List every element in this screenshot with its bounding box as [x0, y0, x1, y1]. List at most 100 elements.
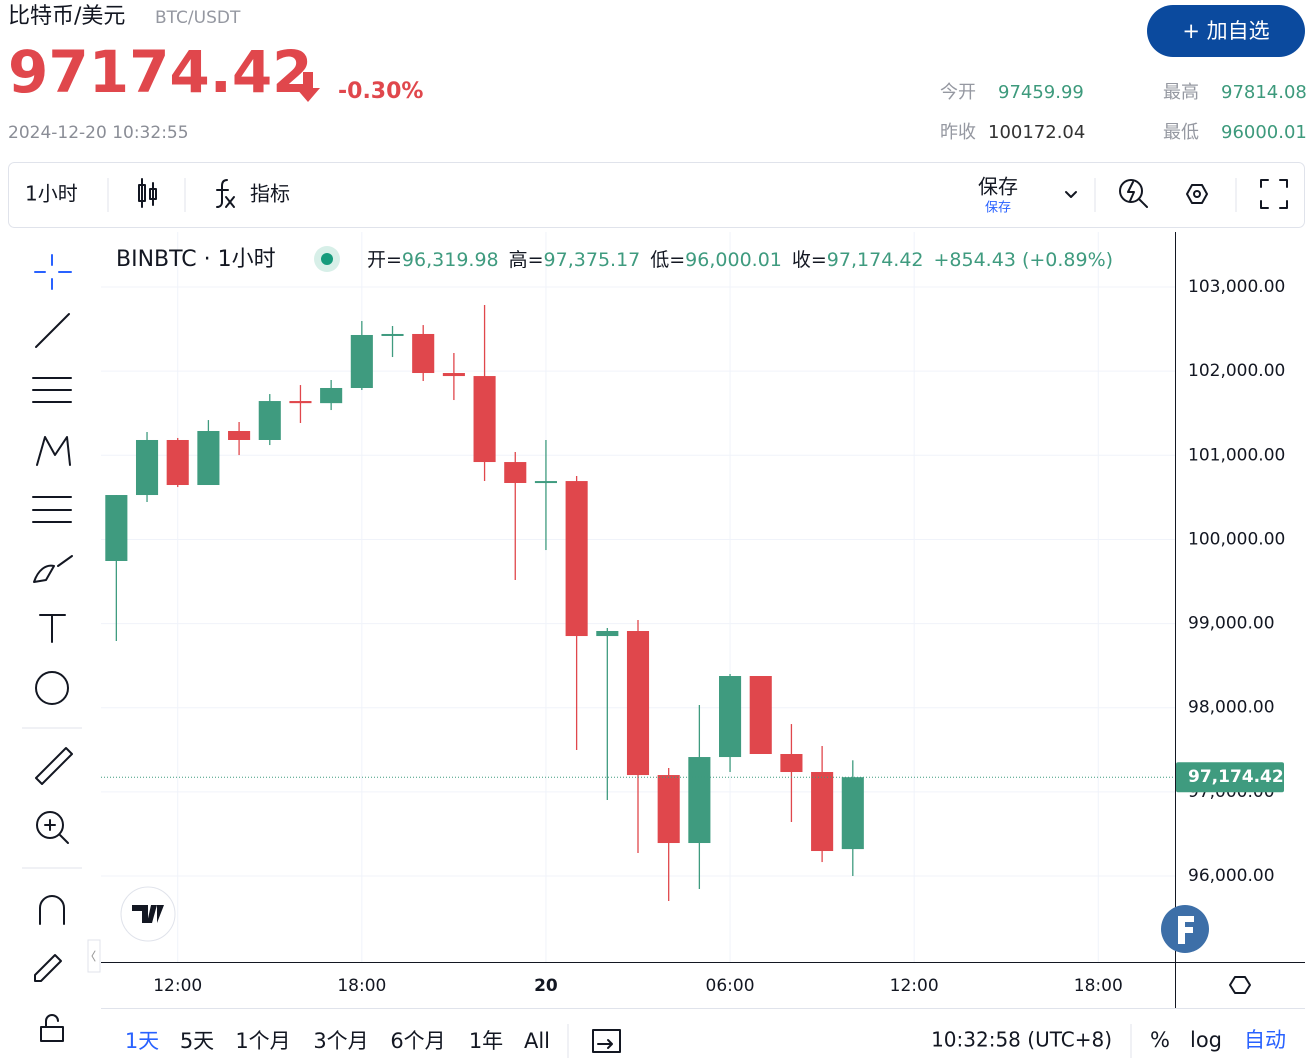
collapse-handle[interactable]	[87, 939, 101, 973]
candle-body	[596, 630, 619, 637]
magnet-tool[interactable]	[39, 895, 65, 925]
candle-body	[565, 481, 588, 637]
candle-body	[657, 775, 680, 844]
left-tools	[32, 254, 73, 1042]
candle-body	[166, 439, 189, 486]
percent-toggle[interactable]: %	[1150, 1028, 1170, 1052]
alert-icon[interactable]	[1119, 179, 1148, 208]
candle-body	[534, 481, 557, 484]
legend-value: 96,319.98	[402, 249, 499, 271]
lock-tool[interactable]	[40, 1026, 64, 1042]
symbol: BTC/USDT	[155, 8, 241, 28]
save[interactable]: 保存	[978, 175, 1018, 199]
x-tick-label: 06:00	[706, 976, 755, 996]
x-tick-label: 18:00	[337, 976, 386, 996]
candle-body	[381, 333, 404, 336]
settings-dot	[1193, 190, 1201, 198]
legend-symbol: BINBTC · 1小时	[116, 247, 276, 272]
legend-value: 97,174.42	[827, 249, 924, 271]
legend-ohlc: 开=96,319.98 高=97,375.17 低=96,000.01 收=97,17…	[367, 249, 1113, 271]
y-tick-label: 102,000.00	[1188, 361, 1285, 381]
indicators[interactable]: 指标	[250, 182, 290, 206]
crosshair-tool[interactable]	[34, 254, 72, 290]
watch-button[interactable]: + 加自选	[1147, 5, 1305, 57]
fx-icon	[216, 179, 235, 208]
candle-body	[412, 333, 435, 374]
tv-logo-mark	[132, 905, 164, 923]
stat-label: 今开	[940, 82, 976, 103]
x-tick-label: 20	[534, 976, 558, 996]
stat-label: 最低	[1163, 122, 1199, 143]
candle-body	[258, 401, 281, 440]
last-price-tag	[1176, 762, 1284, 793]
brush-tool[interactable]	[33, 555, 73, 583]
change: -0.30%	[338, 79, 423, 104]
down-arrow	[296, 72, 320, 102]
ruler-tool[interactable]	[35, 747, 73, 785]
fullscreen-icon[interactable]	[1260, 179, 1288, 209]
f-logo-mark	[1178, 916, 1194, 944]
emoji-tool[interactable]	[35, 671, 69, 705]
y-tick-label: 103,000.00	[1188, 277, 1285, 297]
tool-separators	[22, 727, 82, 869]
zoom-tool[interactable]	[36, 811, 64, 839]
y-tick-label: 96,000.00	[1188, 866, 1275, 886]
candle-body	[228, 430, 251, 440]
line-tool[interactable]	[35, 313, 70, 348]
legend-label: 开=	[367, 249, 402, 271]
range-button[interactable]: 1个月	[235, 1029, 290, 1053]
legend-change: +854.43 (+0.89%)	[934, 249, 1114, 271]
stat-label: 昨收	[940, 122, 976, 143]
y-tick-label: 98,000.00	[1188, 698, 1275, 718]
stat-value: 100172.04	[988, 122, 1085, 143]
chevron[interactable]	[1065, 191, 1077, 198]
price: 97174.42	[8, 38, 313, 106]
date-range-icon[interactable]	[592, 1029, 621, 1053]
stat-label: 最高	[1163, 82, 1199, 103]
candle-body	[780, 754, 803, 773]
interval[interactable]: 1小时	[25, 182, 78, 206]
settings-icon[interactable]	[1186, 184, 1208, 204]
legend-label: 高=	[509, 249, 544, 271]
datetime: 2024-12-20 10:32:55	[8, 123, 189, 143]
range-button[interactable]: 1年	[469, 1029, 503, 1053]
title: 比特币/美元	[8, 4, 125, 29]
range-button[interactable]: All	[524, 1029, 550, 1053]
candle-body	[719, 676, 742, 758]
legend-value: 96,000.01	[685, 249, 782, 271]
range-button[interactable]: 3个月	[313, 1029, 368, 1053]
legend-label: 低=	[650, 249, 685, 271]
y-tick-label: 101,000.00	[1188, 445, 1285, 465]
lock-draw-tool[interactable]	[34, 954, 62, 982]
chart-type-icon[interactable]	[138, 178, 157, 208]
auto-toggle[interactable]: 自动	[1244, 1028, 1286, 1052]
y-tick-label: 99,000.00	[1188, 614, 1275, 634]
candle-body	[197, 430, 220, 486]
range-button[interactable]: 5天	[180, 1029, 214, 1053]
x-tick-label: 18:00	[1074, 976, 1123, 996]
stat-value: 97814.08	[1221, 82, 1307, 103]
text-tool[interactable]	[39, 614, 66, 643]
x-tick-label: 12:00	[153, 976, 202, 996]
candle-body	[688, 757, 711, 844]
candle-body	[749, 676, 772, 755]
button-label: + 加自选	[1182, 19, 1269, 43]
range-button[interactable]: 1天	[125, 1029, 159, 1053]
clock: 10:32:58 (UTC+8)	[931, 1028, 1112, 1052]
candle-body	[442, 373, 465, 377]
candle-body	[135, 439, 159, 496]
save-sub: 保存	[985, 201, 1011, 216]
candle-body	[105, 495, 128, 561]
candle-body	[811, 772, 834, 852]
log-toggle[interactable]: log	[1190, 1028, 1222, 1052]
range-button[interactable]: 6个月	[390, 1029, 445, 1053]
toolbar	[8, 162, 1305, 228]
axis-settings[interactable]	[1229, 976, 1251, 994]
fib-tool[interactable]	[32, 377, 72, 403]
legend-value: 97,375.17	[544, 249, 641, 271]
pattern-tool[interactable]	[36, 436, 71, 466]
forecast-tool[interactable]	[32, 496, 72, 523]
y-tick-label: 100,000.00	[1188, 529, 1285, 549]
